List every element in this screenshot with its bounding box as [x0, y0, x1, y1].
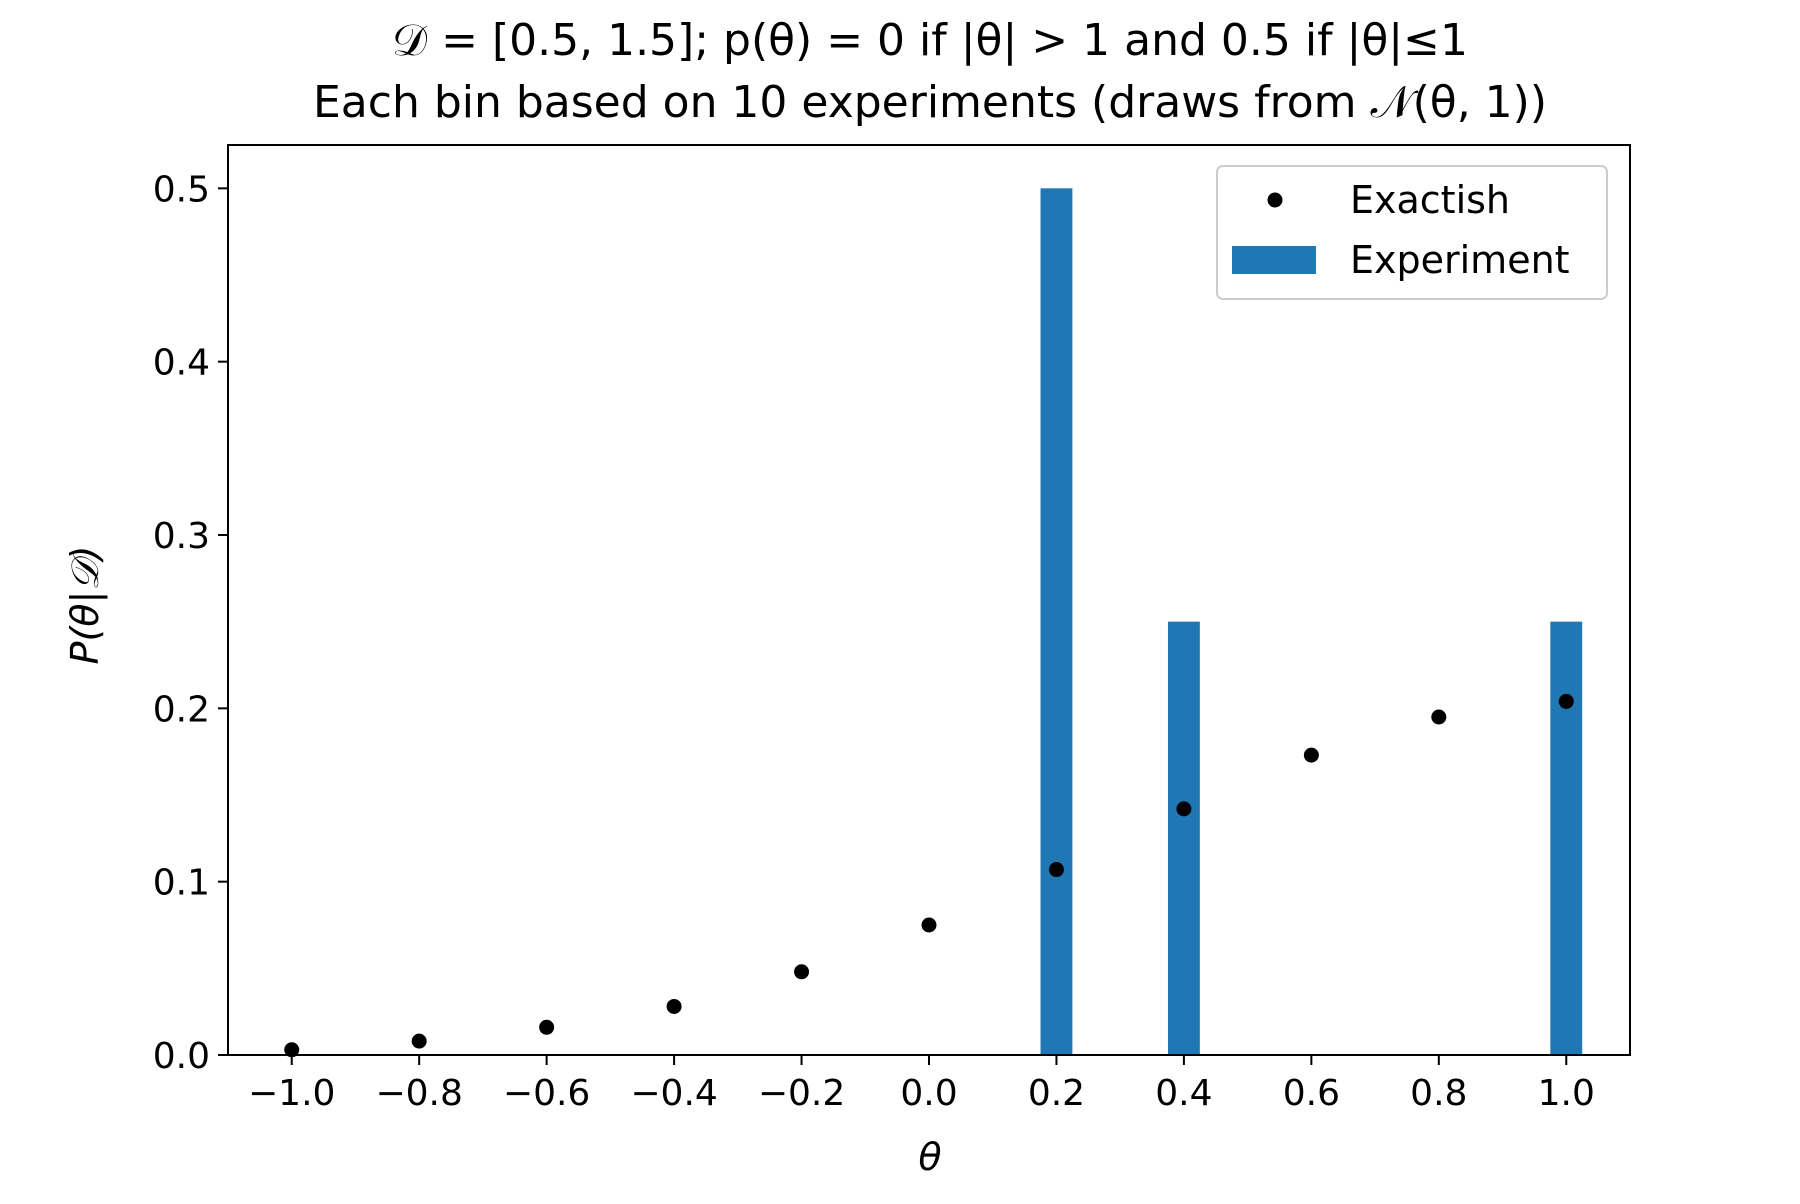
y-tick-label: 0.3	[153, 516, 210, 557]
y-tick-label: 0.5	[153, 169, 210, 210]
exactish-point	[284, 1042, 300, 1058]
experiment-bar	[1040, 188, 1073, 1056]
exactish-point	[1176, 801, 1192, 817]
experiment-bar	[1550, 621, 1583, 1055]
y-tick-label: 0.2	[153, 689, 210, 730]
x-tick-label: −0.8	[375, 1073, 462, 1114]
legend-label-experiment: Experiment	[1350, 238, 1570, 282]
bar-group	[1040, 188, 1583, 1056]
chart-title: 𝒟 = [0.5, 1.5]; p(θ) = 0 if |θ| > 1 and …	[392, 15, 1468, 66]
exactish-point	[539, 1019, 555, 1035]
legend: Exactish Experiment	[1216, 165, 1608, 300]
x-axis-label: θ	[918, 1135, 941, 1179]
x-tick-label: −0.6	[503, 1073, 590, 1114]
x-tick-label: 0.8	[1410, 1073, 1467, 1114]
exactish-point	[1431, 709, 1447, 725]
x-tick-label: 0.6	[1283, 1073, 1340, 1114]
experiment-bar	[1167, 621, 1200, 1055]
y-tick-label: 0.1	[153, 863, 210, 904]
point-group	[284, 693, 1574, 1058]
x-tick-label: 0.2	[1028, 1073, 1085, 1114]
x-tick-label: 1.0	[1538, 1073, 1595, 1114]
x-tick-label: −0.2	[758, 1073, 845, 1114]
plot-frame	[227, 144, 1631, 1056]
y-tick-label: 0.4	[153, 343, 210, 384]
exactish-point	[1048, 862, 1064, 878]
y-tick-label: 0.0	[153, 1036, 210, 1077]
chart-subtitle: Each bin based on 10 experiments (draws …	[313, 77, 1547, 128]
x-tick-label: −1.0	[248, 1073, 335, 1114]
exactish-point	[411, 1033, 427, 1049]
legend-marker-experiment	[1232, 246, 1316, 274]
exactish-point	[1558, 693, 1574, 709]
x-tick-label: 0.4	[1155, 1073, 1212, 1114]
exactish-point	[666, 998, 682, 1014]
y-axis: 0.0 0.1 0.2 0.3 0.4 0.5	[153, 169, 228, 1077]
exactish-point	[794, 964, 810, 980]
x-axis: −1.0 −0.8 −0.6 −0.4 −0.2 0.0 0.2 0.4 0.6 0.8 1.0	[248, 1055, 1595, 1114]
exactish-point	[1303, 747, 1319, 763]
legend-label-exactish: Exactish	[1350, 178, 1510, 222]
y-axis-label: P(θ|𝒟)	[63, 546, 108, 665]
legend-marker-exactish	[1267, 192, 1283, 208]
exactish-point	[921, 917, 937, 933]
x-tick-label: −0.4	[630, 1073, 717, 1114]
x-tick-label: 0.0	[900, 1073, 957, 1114]
